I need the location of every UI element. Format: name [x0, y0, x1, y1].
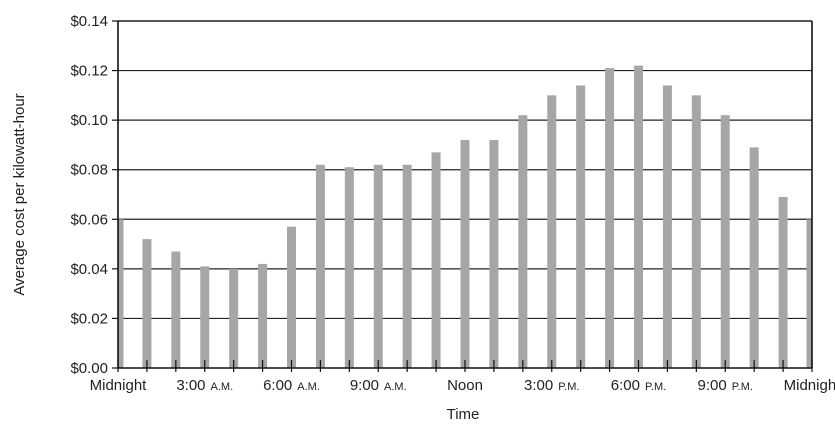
- bar: [402, 164, 412, 368]
- y-tick-label: $0.02: [70, 310, 108, 327]
- y-tick-label: $0.06: [70, 211, 108, 228]
- bar: [344, 167, 354, 368]
- bar: [720, 115, 730, 368]
- x-tick-label-main: 3:00: [524, 377, 553, 394]
- y-tick-label: $0.10: [70, 112, 108, 129]
- bar: [315, 164, 325, 368]
- bar: [460, 139, 470, 368]
- y-tick-label: $0.00: [70, 360, 108, 377]
- y-tick-labels: $0.00 $0.02 $0.04 $0.06 $0.08 $0.10 $0.12 $0.14: [70, 13, 108, 377]
- x-tick-label-main: Midnight: [90, 377, 148, 394]
- x-tick-label-suffix: P.M.: [558, 381, 579, 393]
- bar: [171, 251, 181, 368]
- y-tick-label: $0.12: [70, 63, 108, 80]
- bar: [518, 115, 528, 368]
- bar: [142, 239, 152, 368]
- x-tick-label: 3:00 A.M.: [176, 377, 233, 394]
- bar: [576, 85, 586, 368]
- x-tick-label: 9:00 P.M.: [698, 377, 753, 394]
- y-tick-label: $0.04: [70, 261, 108, 278]
- x-tick-label: Midnight: [90, 377, 148, 394]
- x-tick-label-suffix: A.M.: [384, 381, 407, 393]
- y-axis-title: Average cost per kilowatt-hour: [11, 93, 28, 295]
- x-tick-label-main: 3:00: [176, 377, 205, 394]
- x-tick-label-main: Midnight: [784, 377, 835, 394]
- bar: [547, 95, 557, 368]
- x-tick-label: Noon: [447, 377, 483, 394]
- y-tick-label: $0.14: [70, 13, 108, 30]
- x-tick-label-suffix: P.M.: [732, 381, 753, 393]
- bar: [634, 65, 643, 368]
- bar: [749, 147, 759, 368]
- bars: [118, 65, 812, 368]
- bar: [373, 164, 383, 368]
- x-tick-label-main: 6:00: [611, 377, 640, 394]
- x-tick-label: 9:00 A.M.: [350, 377, 407, 394]
- bar: [229, 268, 239, 368]
- x-tick-labels: Midnight 3:00 A.M. 6:00 A.M. 9:00 A.M. Noon 3:00…: [90, 377, 835, 394]
- bar: [806, 219, 812, 368]
- bar: [691, 95, 701, 368]
- x-tick-label-suffix: A.M.: [211, 381, 234, 393]
- bar: [118, 219, 124, 368]
- bar: [200, 266, 210, 368]
- axes: [112, 20, 813, 372]
- x-tick-label-main: 6:00: [263, 377, 292, 394]
- x-tick-label: 6:00 P.M.: [611, 377, 666, 394]
- x-tick-label: 3:00 P.M.: [524, 377, 579, 394]
- x-tick-label-suffix: P.M.: [645, 381, 666, 393]
- bar: [287, 226, 296, 368]
- bar: [778, 196, 788, 368]
- x-axis-title: Time: [447, 406, 480, 423]
- x-tick-label-main: 9:00: [698, 377, 727, 394]
- bar: [258, 263, 268, 368]
- x-tick-label-main: Noon: [447, 377, 483, 394]
- bar: [662, 85, 672, 368]
- bar: [489, 139, 499, 368]
- x-tick-label: Midnight: [784, 377, 835, 394]
- bar: [431, 152, 441, 368]
- x-tick-label: 6:00 A.M.: [263, 377, 320, 394]
- y-tick-label: $0.08: [70, 162, 108, 179]
- bar: [605, 68, 615, 368]
- x-tick-label-main: 9:00: [350, 377, 379, 394]
- x-tick-label-suffix: A.M.: [297, 381, 320, 393]
